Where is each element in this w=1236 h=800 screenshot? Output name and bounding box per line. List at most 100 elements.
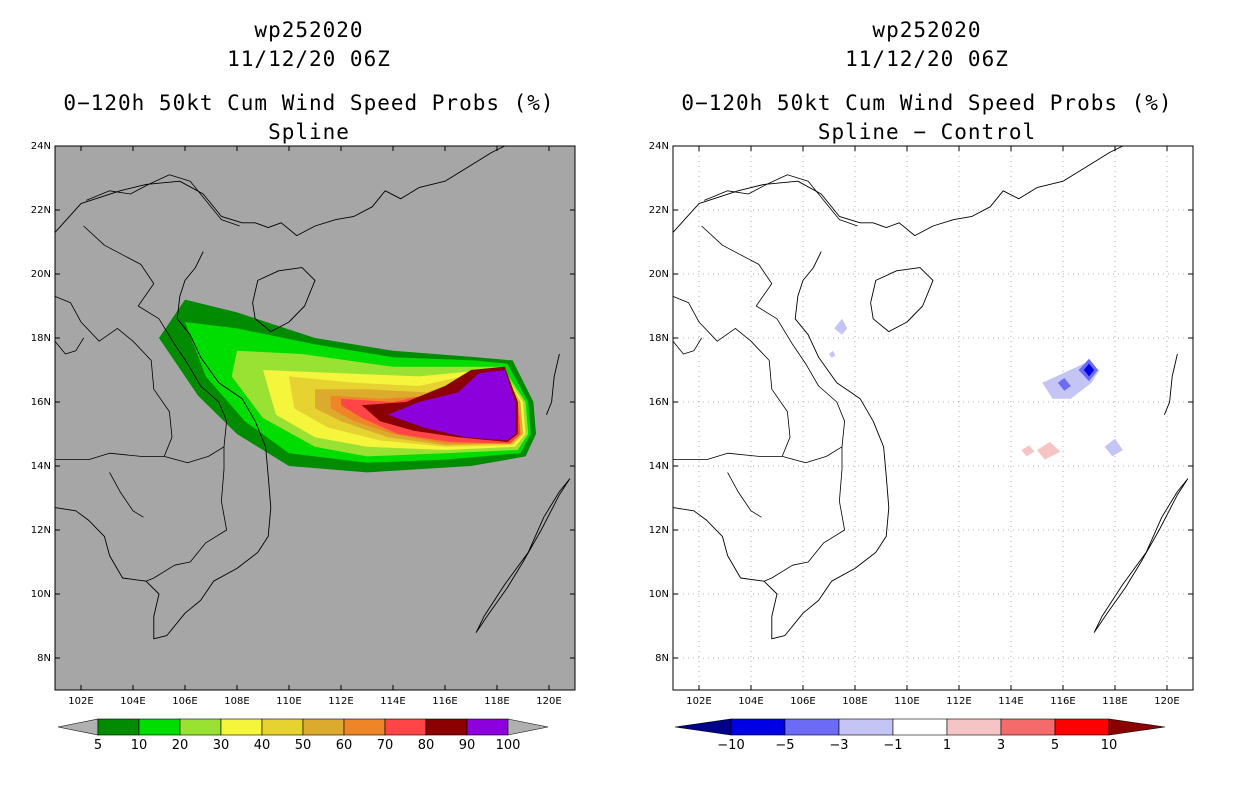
colorbar-swatch — [97, 718, 140, 736]
colorbar-end-right — [507, 718, 549, 736]
right-panel: wp252020 11/12/20 06Z 0−120h 50kt Cum Wi… — [618, 0, 1236, 800]
colorbar-label: 10 — [1101, 738, 1118, 753]
coastline — [54, 145, 505, 237]
colorbar-label: 10 — [131, 738, 148, 753]
left-title-line-4: Spline — [268, 120, 350, 144]
lon-label: 112E — [328, 696, 353, 707]
lat-label: 18N — [649, 333, 669, 344]
colorbar-swatch — [384, 718, 427, 736]
left-panel: wp252020 11/12/20 06Z 0−120h 50kt Cum Wi… — [31, 18, 576, 753]
colorbar-label: 50 — [295, 738, 312, 753]
map-frame — [672, 145, 1194, 691]
country-border — [83, 225, 228, 502]
colorbar-swatch — [838, 718, 894, 736]
colorbar-swatch — [784, 718, 840, 736]
lon-label: 114E — [998, 696, 1023, 707]
colorbar-label: 80 — [418, 738, 435, 753]
right-title-line-3: 0−120h 50kt Cum Wind Speed Probs (%) — [681, 91, 1173, 115]
colorbar-swatch — [1000, 718, 1056, 736]
colorbar-label: 5 — [94, 738, 102, 753]
lat-label: 20N — [649, 269, 669, 280]
diff-blob-3 — [1057, 378, 1071, 391]
country-border — [672, 337, 702, 355]
map-background — [673, 146, 1193, 690]
diff-blob-7 — [1021, 445, 1035, 457]
colorbar-swatch — [425, 718, 468, 736]
lat-label: 18N — [31, 333, 51, 344]
coastline — [475, 478, 571, 633]
colorbar-swatch — [343, 718, 386, 736]
right-title-line-1: wp252020 — [872, 18, 982, 42]
lat-label: 14N — [31, 461, 51, 472]
colorbar-label: −3 — [829, 738, 848, 753]
coastline — [1163, 353, 1178, 415]
lon-label: 112E — [946, 696, 971, 707]
country-border — [145, 501, 228, 582]
colorbar-swatch — [466, 718, 509, 736]
left-title-line-1: wp252020 — [254, 18, 364, 42]
lon-label: 102E — [68, 696, 93, 707]
lon-label: 116E — [1050, 696, 1075, 707]
lat-label: 14N — [649, 461, 669, 472]
coastline — [763, 251, 890, 640]
lon-label: 104E — [120, 696, 145, 707]
left-map: 102E 104E 106E 108E 110E 112E 114E 116E 118E 120E… — [31, 141, 576, 753]
lat-label: 10N — [649, 589, 669, 600]
lon-label: 110E — [276, 696, 301, 707]
lon-label: 102E — [686, 696, 711, 707]
country-border — [673, 446, 843, 464]
lon-label: 106E — [790, 696, 815, 707]
colorbar-swatch — [892, 718, 948, 736]
lon-label: 120E — [1154, 696, 1179, 707]
diff-blob-8 — [1037, 442, 1061, 460]
lon-label: 120E — [536, 696, 561, 707]
coastline — [672, 145, 1123, 237]
lon-label: 110E — [894, 696, 919, 707]
colorbar-label: 20 — [172, 738, 189, 753]
colorbar-swatch — [730, 718, 786, 736]
colorbar-label: 3 — [997, 738, 1005, 753]
lat-label: 24N — [31, 141, 51, 152]
diff-blob-0 — [834, 318, 848, 335]
colorbar-label: 1 — [943, 738, 951, 753]
country-border — [109, 472, 144, 518]
coastline — [1093, 478, 1189, 633]
country-border — [704, 174, 858, 227]
colorbar-label: 5 — [1051, 738, 1059, 753]
colorbar-swatch — [138, 718, 181, 736]
lat-label: 12N — [31, 525, 51, 536]
lat-label: 20N — [31, 269, 51, 280]
lon-label: 108E — [224, 696, 249, 707]
left-title-line-2: 11/12/20 06Z — [227, 47, 391, 71]
right-map: 102E 104E 106E 108E 110E 112E 114E 116E 118E 120E… — [649, 141, 1194, 753]
colorbar-end-left — [674, 718, 732, 736]
coastline — [252, 267, 316, 333]
colorbar-label: 70 — [377, 738, 394, 753]
lon-label: 118E — [484, 696, 509, 707]
country-border — [727, 472, 762, 518]
country-border — [701, 225, 846, 502]
coastline — [870, 267, 934, 333]
colorbar-label: 30 — [213, 738, 230, 753]
country-border — [763, 501, 846, 582]
colorbar-end-left — [57, 718, 99, 736]
coastline — [145, 251, 272, 640]
colorbar-swatch — [220, 718, 263, 736]
prob-band-90 — [387, 370, 516, 441]
right-title-line-4: Spline − Control — [817, 120, 1037, 144]
coastline — [54, 507, 147, 582]
right-title-line-2: 11/12/20 06Z — [845, 47, 1009, 71]
colorbar-swatch — [946, 718, 1002, 736]
lon-label: 106E — [172, 696, 197, 707]
country-border — [55, 446, 225, 464]
diff-blob-5 — [1083, 363, 1095, 377]
colorbar-label: −5 — [775, 738, 794, 753]
lat-label: 10N — [31, 589, 51, 600]
coastline — [545, 353, 560, 415]
lat-label: 22N — [649, 205, 669, 216]
lon-label: 104E — [738, 696, 763, 707]
colorbar-swatch — [179, 718, 222, 736]
colorbar-end-right — [1108, 718, 1166, 736]
lat-label: 8N — [37, 653, 51, 664]
colorbar-label: 100 — [496, 738, 521, 753]
